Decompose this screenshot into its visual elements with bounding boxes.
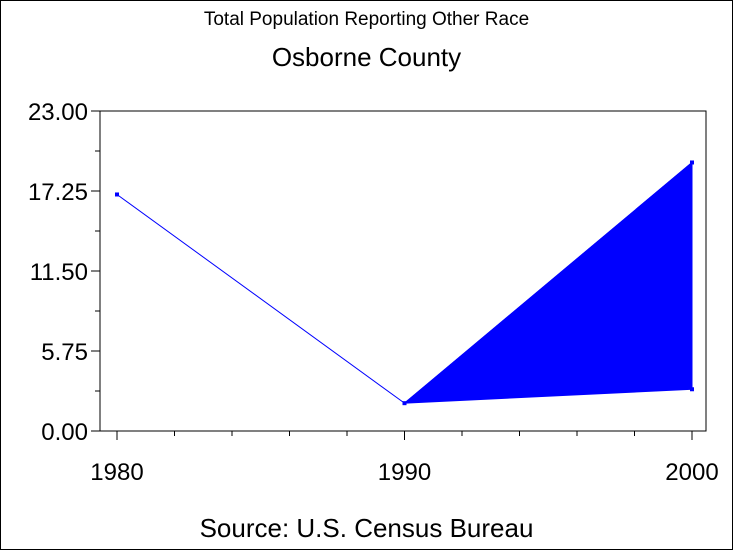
x-tick-label: 1980 (90, 459, 143, 486)
data-point (690, 160, 694, 165)
y-tick-label: 23.00 (28, 99, 88, 126)
y-tick-label: 0.00 (41, 419, 88, 446)
x-tick-label: 2000 (665, 459, 718, 486)
data-point (115, 192, 119, 197)
y-tick-label: 5.75 (41, 339, 88, 366)
chart-subtitle: Osborne County (271, 42, 462, 72)
y-tick-label: 11.50 (30, 259, 88, 286)
source-caption: Source: U.S. Census Bureau (199, 513, 534, 543)
data-point (690, 387, 694, 392)
y-tick-label: 17.25 (28, 179, 88, 206)
chart-title: Total Population Reporting Other Race (203, 9, 530, 30)
data-point (402, 401, 407, 406)
x-tick-label: 1990 (378, 459, 431, 486)
